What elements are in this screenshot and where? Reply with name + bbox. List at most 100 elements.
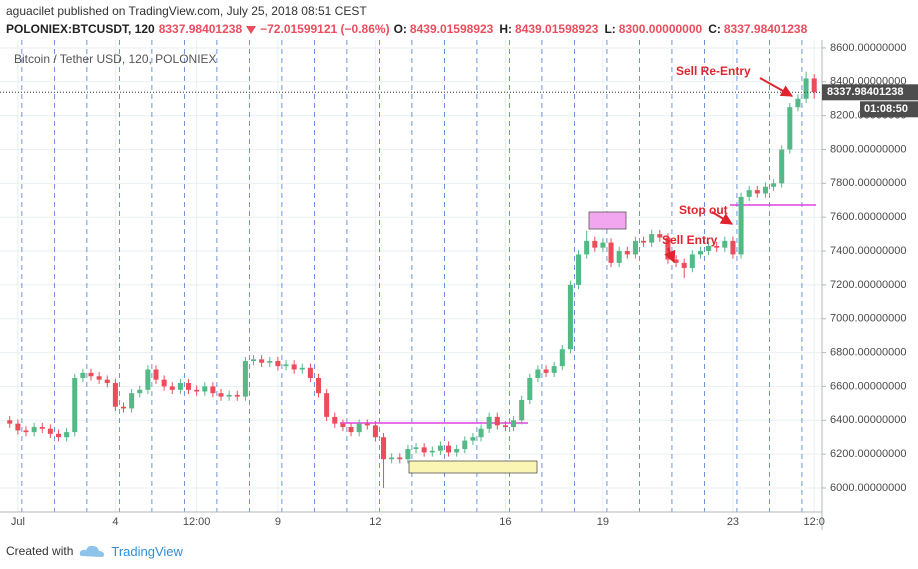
last-price-label: 8337.98401238 [827, 86, 903, 98]
drawings [340, 204, 816, 474]
candle-body [88, 372, 94, 377]
candle-body [592, 240, 598, 248]
candle-body [624, 251, 630, 255]
y-tick-label: 6200.00000000 [830, 448, 906, 460]
candle-body [584, 240, 590, 255]
change: −72.01599121 (−0.86%) [260, 22, 390, 36]
ohlc: O: 8439.01598923 H: 8439.01598923 L: 8300.000… [394, 22, 811, 36]
candle-body [372, 425, 378, 438]
candle-body [421, 447, 427, 453]
candle-body [600, 242, 606, 248]
ohlc-value: 8439.01598923 [409, 22, 494, 36]
ohlc-value: 8300.00000000 [618, 22, 703, 36]
candle-body [96, 376, 102, 380]
candle-body [389, 457, 395, 460]
candle-body [413, 447, 419, 450]
candle-body [811, 78, 817, 93]
candle-body [446, 445, 452, 453]
candle-body [104, 379, 110, 384]
candle-body [486, 416, 492, 429]
candle-body [80, 372, 86, 378]
y-tick-label: 6400.00000000 [830, 414, 906, 426]
candle-body [129, 393, 135, 409]
symbol: POLONIEX:BTCUSDT, 120 [6, 22, 155, 36]
candle-body [657, 234, 663, 238]
candle-body [64, 432, 70, 438]
chart: Bitcoin / Tether USD, 120, POLONIEX Sell… [0, 40, 918, 530]
y-tick-label: 6800.00000000 [830, 346, 906, 358]
x-tick-label: 4 [112, 516, 118, 528]
candle-body [787, 107, 793, 150]
candle-body [746, 190, 752, 197]
candle-body [242, 361, 248, 397]
y-tick-label: 6600.00000000 [830, 380, 906, 392]
candle-body [714, 245, 720, 248]
y-tick-label: 7200.00000000 [830, 279, 906, 291]
candle-body [307, 367, 313, 378]
candle-body [551, 366, 557, 373]
candle-body [251, 359, 257, 362]
candle-body [112, 383, 118, 407]
candle-body [47, 428, 53, 434]
arrow [664, 247, 676, 264]
candle-body [681, 262, 687, 268]
candle-body [332, 416, 338, 424]
x-tick-label: 12:00 [183, 516, 211, 528]
candle-body [608, 242, 614, 263]
annotation: Sell Entry [662, 233, 718, 247]
x-tick-label: 9 [275, 516, 281, 528]
candle-body [519, 399, 525, 421]
arrow [711, 211, 734, 225]
candle-body [511, 420, 517, 428]
candle-body [291, 364, 297, 370]
candle-body [348, 427, 354, 433]
chart-title: Bitcoin / Tether USD, 120, POLONIEX [14, 52, 217, 66]
y-tick-label: 8000.00000000 [830, 143, 906, 155]
ohlc-label: H: [499, 22, 513, 36]
x-tick-label: 12:0 [803, 516, 824, 528]
candle-body [23, 430, 29, 433]
candle-body [649, 234, 655, 243]
countdown-box [860, 101, 918, 118]
candle-body [39, 427, 45, 429]
candle-body [722, 240, 728, 248]
candle-body [137, 389, 143, 394]
last-price-box [822, 84, 918, 101]
candle-body [299, 367, 305, 370]
candle-body [283, 364, 289, 367]
candle-body [462, 440, 468, 450]
candle-body [364, 423, 370, 426]
candle-body [169, 386, 175, 390]
candle-body [689, 254, 695, 268]
arrow [759, 77, 794, 97]
ohlc-value: 8337.98401238 [723, 22, 808, 36]
y-tick-label: 8600.00000000 [830, 42, 906, 54]
candle-body [316, 377, 322, 394]
candle-body [161, 379, 167, 387]
countdown: 01:08:50 [864, 103, 908, 115]
candle-body [356, 423, 362, 433]
candle-body [616, 251, 622, 263]
candle-body [494, 416, 500, 426]
candle-body [738, 196, 744, 255]
candle-body [632, 240, 638, 255]
candle-body [267, 361, 273, 363]
candle-body [730, 240, 736, 255]
candle-body [673, 259, 679, 263]
zone-box [588, 211, 627, 230]
candle-body [543, 369, 549, 373]
candle-body [779, 149, 785, 184]
ohlc-label: O: [393, 22, 407, 36]
x-tick-label: 19 [597, 516, 609, 528]
candle-body [470, 437, 476, 441]
y-tick-label: 7000.00000000 [830, 313, 906, 325]
y-tick-label: 7800.00000000 [830, 177, 906, 189]
y-tick-label: 7400.00000000 [830, 245, 906, 257]
candle-body [567, 284, 573, 350]
candle-body [381, 437, 387, 460]
grid [0, 40, 822, 512]
candle-body [535, 369, 541, 378]
candle-body [7, 420, 13, 424]
candles [7, 71, 817, 488]
